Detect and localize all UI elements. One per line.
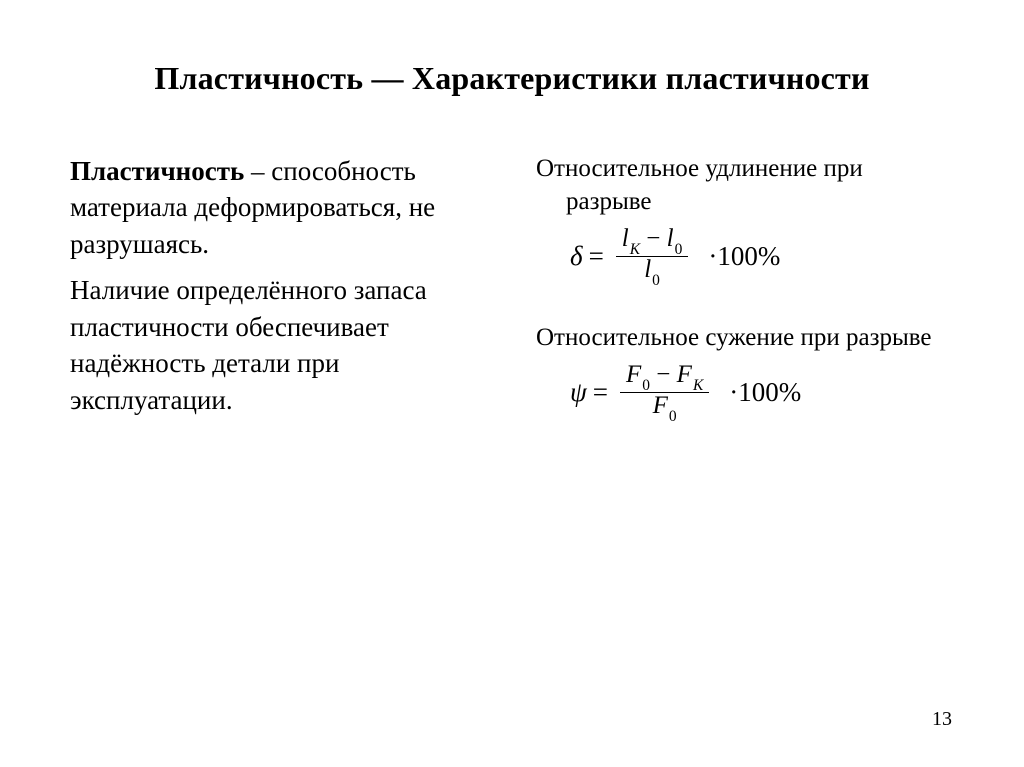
content-columns: Пластичность – способность материала деф… bbox=[70, 153, 954, 458]
psi-symbol: ψ bbox=[570, 375, 587, 410]
equals-sign: = bbox=[589, 239, 604, 274]
term: Пластичность bbox=[70, 156, 244, 186]
suffix: ·100% bbox=[708, 239, 780, 274]
denominator: F0 bbox=[647, 393, 683, 423]
contraction-label: Относительное сужение при разрыве bbox=[536, 322, 954, 355]
fraction: F0 − FК F0 bbox=[620, 362, 709, 424]
slide-root: Пластичность — Характеристики пластичнос… bbox=[0, 0, 1024, 767]
contraction-formula: ψ = F0 − FК F0 ·100% bbox=[570, 362, 954, 424]
elongation-formula: δ = lК − l0 l0 ·100% bbox=[570, 226, 954, 288]
numerator: F0 − FК bbox=[620, 362, 709, 393]
fraction: lК − l0 l0 bbox=[616, 226, 689, 288]
delta-symbol: δ bbox=[570, 239, 583, 274]
elongation-label: Относительное удлинение при разрыве bbox=[536, 153, 954, 218]
denominator: l0 bbox=[638, 257, 666, 287]
definition-paragraph: Пластичность – способность материала деф… bbox=[70, 153, 500, 262]
numerator: lК − l0 bbox=[616, 226, 689, 257]
slide-title: Пластичность — Характеристики пластичнос… bbox=[70, 60, 954, 97]
right-column: Относительное удлинение при разрыве δ = … bbox=[536, 153, 954, 458]
equals-sign: = bbox=[593, 375, 608, 410]
page-number: 13 bbox=[932, 708, 952, 731]
paragraph-2: Наличие определённого запаса пластичност… bbox=[70, 272, 500, 418]
suffix: ·100% bbox=[729, 375, 801, 410]
left-column: Пластичность – способность материала деф… bbox=[70, 153, 500, 458]
